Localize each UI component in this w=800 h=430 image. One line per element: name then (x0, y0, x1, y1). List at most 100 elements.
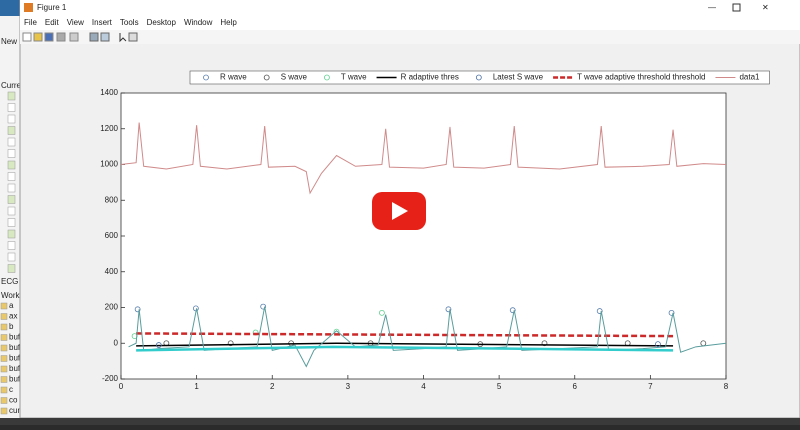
maximize-button[interactable] (732, 3, 741, 12)
tool-link[interactable] (69, 32, 79, 42)
x-tick-label: 0 (119, 382, 124, 391)
legend-marker (324, 74, 330, 81)
x-tick-label: 3 (346, 382, 351, 391)
legend-label: Latest S wave (493, 73, 544, 82)
marker (260, 303, 267, 310)
y-tick-label: 600 (105, 231, 119, 240)
file-icon (7, 103, 16, 112)
close-button[interactable]: ✕ (762, 3, 769, 12)
menu-item[interactable]: Desktop (147, 18, 177, 27)
y-tick-label: 1200 (100, 124, 118, 133)
menu: File Edit View Insert Tools Desktop Window Help (24, 18, 237, 27)
menu-item[interactable]: View (67, 18, 84, 27)
y-tick-label: 800 (105, 195, 119, 204)
marker (227, 340, 234, 347)
file-icon (7, 149, 16, 158)
file-icon (7, 229, 16, 239)
x-tick-label: 1 (194, 382, 199, 391)
play-button[interactable] (372, 192, 426, 230)
title-bar (20, 0, 800, 16)
sidebar-label: Works (1, 291, 24, 300)
tool-new[interactable] (22, 32, 32, 42)
variable-icon (0, 365, 8, 373)
taskbar (0, 418, 800, 425)
menu-item[interactable]: Help (220, 18, 237, 27)
marker (379, 309, 385, 316)
file-icon (7, 218, 16, 227)
file-icon (7, 172, 16, 181)
file-icon (7, 160, 16, 170)
menu-bar (20, 16, 800, 30)
variable-name: a (9, 301, 14, 310)
menu-item[interactable]: File (24, 18, 37, 27)
tool-open[interactable] (33, 32, 43, 42)
variable-name: buff (9, 343, 23, 352)
tool-plot[interactable] (128, 32, 138, 42)
x-tick-label: 7 (648, 382, 653, 391)
variable-name: buff (9, 354, 23, 363)
menu-item[interactable]: Edit (45, 18, 60, 27)
sidebar-label: New (1, 37, 17, 46)
tool-colorbar[interactable] (89, 32, 99, 42)
y-tick-label: 1000 (100, 160, 118, 169)
variable-name: cum (9, 406, 24, 415)
y-tick-label: 400 (105, 267, 119, 276)
tool-save[interactable] (44, 32, 54, 42)
legend-box (189, 70, 770, 85)
variable-name: c (9, 385, 13, 394)
menu-item[interactable]: Window (184, 18, 213, 27)
legend-label: R adaptive thres (401, 73, 459, 82)
variable-icon (0, 323, 8, 331)
file-icon (7, 195, 16, 204)
x-tick-label: 8 (724, 382, 729, 391)
menu-item[interactable]: Insert (92, 18, 113, 27)
window-title: Figure 1 (37, 3, 67, 12)
x-tick-label: 6 (573, 382, 578, 391)
file-icon (7, 206, 16, 216)
x-tick-label: 4 (421, 382, 426, 391)
menu-item[interactable]: Tools (120, 18, 139, 27)
figure-icon (24, 3, 33, 12)
toolbar (20, 30, 800, 44)
legend-label: T wave adaptive threshold threshold (577, 73, 705, 82)
variable-name: buff (9, 375, 23, 384)
play-icon[interactable] (392, 202, 408, 220)
variable-icon (0, 344, 8, 352)
variable-icon (0, 355, 8, 362)
file-icon (7, 114, 16, 124)
legend: R wave S wave T wave R adaptive thres Latest… (189, 70, 770, 85)
file-icon (7, 91, 16, 101)
x-tick-label: 2 (270, 382, 275, 391)
file-icon (7, 264, 16, 273)
variable-icon (0, 397, 8, 404)
marker (655, 341, 661, 348)
variable-name: co (9, 396, 18, 405)
variable-name: buff (9, 333, 23, 342)
axes (120, 92, 727, 380)
legend-marker (203, 74, 209, 81)
variable-icon (0, 376, 8, 383)
y-tick-label: 0 (114, 338, 119, 347)
legend-label: S wave (281, 73, 308, 82)
y-tick-label: 1400 (100, 88, 118, 97)
tool-legend[interactable] (100, 32, 110, 42)
file-icon (7, 252, 16, 262)
legend-label: T wave (341, 73, 367, 82)
series-line (136, 345, 674, 352)
sidebar-label: ECG S (1, 277, 26, 286)
minimize-button[interactable]: — (708, 3, 716, 12)
variable-icon (0, 407, 8, 415)
tool-print[interactable] (56, 32, 66, 42)
toolbar-icons (22, 32, 138, 43)
variable-icon (0, 386, 8, 394)
file-icon (7, 126, 16, 135)
variable-name: ax (9, 312, 17, 321)
variable-icon (0, 334, 8, 341)
marker (155, 342, 162, 348)
x-tick-label: 5 (497, 382, 502, 391)
tool-pointer[interactable] (119, 33, 127, 43)
